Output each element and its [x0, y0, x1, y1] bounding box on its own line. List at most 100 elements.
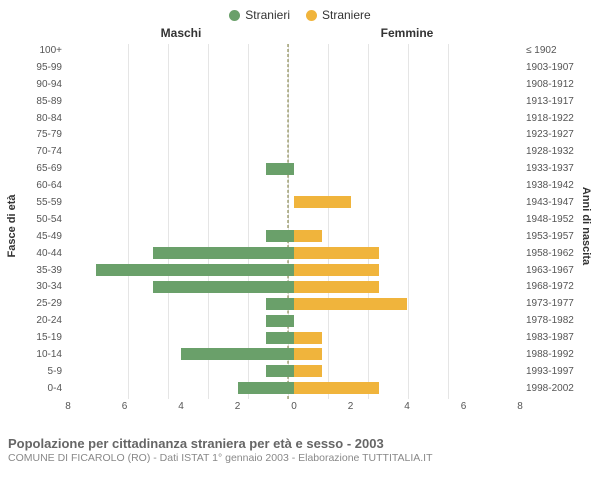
bar-male: [266, 315, 294, 327]
age-label: 15-19: [8, 332, 68, 343]
bar-pair: [68, 44, 520, 56]
y-axis-title-left: Fasce di età: [6, 195, 18, 258]
x-axis: 864202468: [8, 401, 592, 415]
bar-pair: [68, 129, 520, 141]
bar-male: [266, 365, 294, 377]
age-label: 75-79: [8, 129, 68, 140]
x-tick-label: 2: [235, 401, 241, 412]
chart-row: 60-641938-1942: [8, 177, 592, 194]
bar-male: [266, 163, 294, 175]
birth-year-label: 1978-1982: [520, 315, 592, 326]
chart-row: 50-541948-1952: [8, 211, 592, 228]
legend-item-male: Stranieri: [229, 8, 290, 22]
birth-year-label: 1923-1927: [520, 129, 592, 140]
bar-male: [238, 382, 295, 394]
age-label: 65-69: [8, 163, 68, 174]
age-label: 30-34: [8, 281, 68, 292]
birth-year-label: 1918-1922: [520, 113, 592, 124]
age-label: 10-14: [8, 349, 68, 360]
swatch-male: [229, 10, 240, 21]
swatch-female: [306, 10, 317, 21]
birth-year-label: ≤ 1902: [520, 45, 592, 56]
legend-label-female: Straniere: [322, 8, 371, 22]
bar-female: [294, 230, 322, 242]
age-label: 5-9: [8, 366, 68, 377]
legend: Stranieri Straniere: [8, 8, 592, 22]
chart-row: 85-89 1913-1917: [8, 93, 592, 110]
age-label: 60-64: [8, 180, 68, 191]
bar-pair: [68, 95, 520, 107]
bar-pair: [68, 163, 520, 175]
chart-row: 65-69 1933-1937: [8, 160, 592, 177]
age-label: 25-29: [8, 298, 68, 309]
birth-year-label: 1968-1972: [520, 281, 592, 292]
bar-pair: [68, 365, 520, 377]
chart-row: 55-591943-1947: [8, 194, 592, 211]
birth-year-label: 1903-1907: [520, 62, 592, 73]
column-headers: Maschi Femmine: [8, 26, 592, 40]
birth-year-label: 1993-1997: [520, 366, 592, 377]
bar-pair: [68, 112, 520, 124]
y-axis-title-right: Anni di nascita: [580, 187, 592, 265]
header-male: Maschi: [68, 26, 294, 40]
birth-year-label: 1913-1917: [520, 96, 592, 107]
bar-male: [96, 264, 294, 276]
bar-female: [294, 264, 379, 276]
birth-year-label: 1988-1992: [520, 349, 592, 360]
x-tick-label: 6: [461, 401, 467, 412]
bar-male: [266, 298, 294, 310]
birth-year-label: 1983-1987: [520, 332, 592, 343]
bar-female: [294, 348, 322, 360]
bar-pair: [68, 264, 520, 276]
bar-pair: [68, 146, 520, 158]
header-female: Femmine: [294, 26, 520, 40]
x-tick-label: 4: [178, 401, 184, 412]
bar-female: [294, 281, 379, 293]
bar-female: [294, 247, 379, 259]
age-label: 35-39: [8, 265, 68, 276]
bar-male: [153, 281, 294, 293]
bar-pair: [68, 196, 520, 208]
chart-row: 20-24 1978-1982: [8, 312, 592, 329]
bar-male: [153, 247, 294, 259]
age-label: 70-74: [8, 146, 68, 157]
bar-pair: [68, 298, 520, 310]
chart-row: 40-441958-1962: [8, 245, 592, 262]
age-label: 20-24: [8, 315, 68, 326]
chart-row: 15-19 1983-1987: [8, 329, 592, 346]
bar-pair: [68, 180, 520, 192]
bar-pair: [68, 315, 520, 327]
bar-pair: [68, 247, 520, 259]
bar-pair: [68, 213, 520, 225]
bar-pair: [68, 332, 520, 344]
bar-female: [294, 332, 322, 344]
chart-row: 0-41998-2002: [8, 380, 592, 397]
age-label: 85-89: [8, 96, 68, 107]
bar-male: [266, 332, 294, 344]
bar-female: [294, 298, 407, 310]
caption-sub: COMUNE DI FICAROLO (RO) - Dati ISTAT 1° …: [8, 452, 592, 464]
bar-male: [181, 348, 294, 360]
bar-pair: [68, 61, 520, 73]
chart-row: 10-14 1988-1992: [8, 346, 592, 363]
x-tick-label: 4: [404, 401, 410, 412]
chart-rows: 100+≤ 1902 95-99 1903-1907 90-94 1908-1912 85…: [8, 40, 592, 397]
age-label: 90-94: [8, 79, 68, 90]
birth-year-label: 1933-1937: [520, 163, 592, 174]
legend-label-male: Stranieri: [245, 8, 290, 22]
chart-row: 35-391963-1967: [8, 262, 592, 279]
x-tick-label: 8: [65, 401, 71, 412]
chart-row: 45-491953-1957: [8, 228, 592, 245]
chart-row: 95-99 1903-1907: [8, 59, 592, 76]
chart-row: 100+≤ 1902: [8, 42, 592, 59]
birth-year-label: 1908-1912: [520, 79, 592, 90]
age-label: 95-99: [8, 62, 68, 73]
bar-pair: [68, 281, 520, 293]
x-tick-label: 8: [517, 401, 523, 412]
x-tick-label: 6: [122, 401, 128, 412]
bar-male: [266, 230, 294, 242]
birth-year-label: 1928-1932: [520, 146, 592, 157]
birth-year-label: 1998-2002: [520, 383, 592, 394]
pyramid-chart: Maschi Femmine Fasce di età Anni di nasc…: [8, 26, 592, 426]
legend-item-female: Straniere: [306, 8, 371, 22]
